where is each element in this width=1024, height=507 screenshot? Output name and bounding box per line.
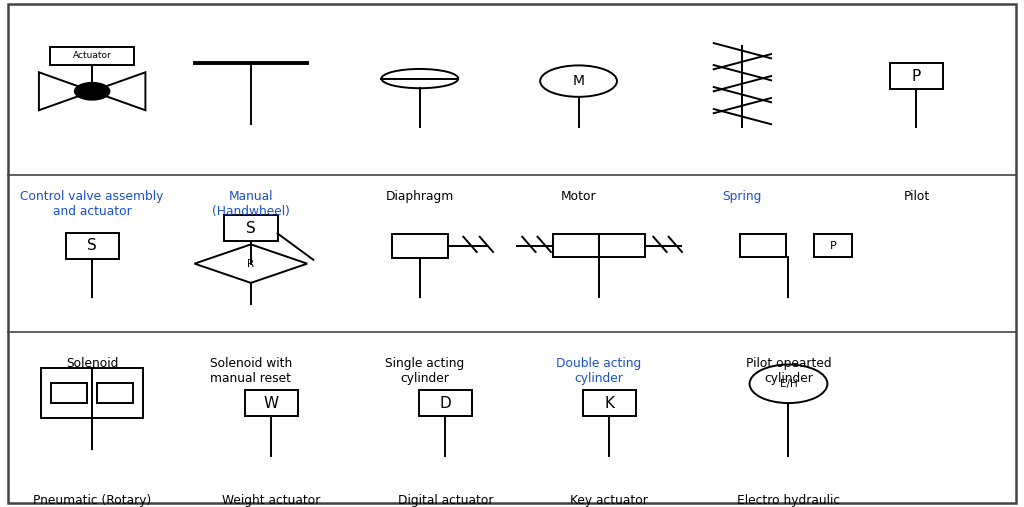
Text: P: P (911, 68, 922, 84)
Text: Digital actuator: Digital actuator (397, 494, 494, 507)
Text: Key actuator: Key actuator (570, 494, 648, 507)
Text: Weight actuator: Weight actuator (222, 494, 321, 507)
Text: S: S (246, 221, 256, 236)
Text: Pilot: Pilot (903, 190, 930, 203)
Text: Diaphragm: Diaphragm (386, 190, 454, 203)
Text: Single acting
cylinder: Single acting cylinder (385, 357, 465, 385)
FancyBboxPatch shape (599, 234, 645, 258)
FancyBboxPatch shape (391, 234, 447, 258)
FancyBboxPatch shape (224, 215, 278, 241)
FancyBboxPatch shape (740, 234, 786, 258)
FancyBboxPatch shape (41, 368, 143, 418)
FancyBboxPatch shape (890, 63, 943, 89)
Text: Spring: Spring (723, 190, 762, 203)
Text: Motor: Motor (561, 190, 596, 203)
FancyBboxPatch shape (553, 234, 599, 258)
FancyBboxPatch shape (50, 47, 134, 65)
Text: Pneumatic (Rotary): Pneumatic (Rotary) (33, 494, 152, 507)
FancyBboxPatch shape (97, 383, 133, 403)
Text: Pilot opearted
cylinder: Pilot opearted cylinder (745, 357, 831, 385)
Text: Double acting
cylinder: Double acting cylinder (556, 357, 642, 385)
FancyBboxPatch shape (66, 233, 119, 259)
Text: M: M (572, 74, 585, 88)
Text: Actuator: Actuator (73, 51, 112, 60)
FancyBboxPatch shape (583, 390, 636, 416)
Text: Solenoid: Solenoid (66, 357, 119, 371)
FancyBboxPatch shape (51, 383, 87, 403)
Text: E/H: E/H (779, 379, 798, 389)
Circle shape (75, 83, 110, 100)
FancyBboxPatch shape (8, 4, 1016, 503)
Text: K: K (604, 395, 614, 411)
FancyBboxPatch shape (419, 390, 472, 416)
FancyBboxPatch shape (245, 390, 298, 416)
Text: S: S (87, 238, 97, 254)
Text: Electro hydraulic
actuator: Electro hydraulic actuator (737, 494, 840, 507)
Text: Manual
(Handwheel): Manual (Handwheel) (212, 190, 290, 218)
Text: R: R (248, 259, 254, 269)
Text: P: P (829, 241, 837, 251)
Text: D: D (439, 395, 452, 411)
Text: Solenoid with
manual reset: Solenoid with manual reset (210, 357, 292, 385)
Text: W: W (264, 395, 279, 411)
FancyBboxPatch shape (813, 234, 852, 258)
Text: Control valve assembly
and actuator: Control valve assembly and actuator (20, 190, 164, 218)
